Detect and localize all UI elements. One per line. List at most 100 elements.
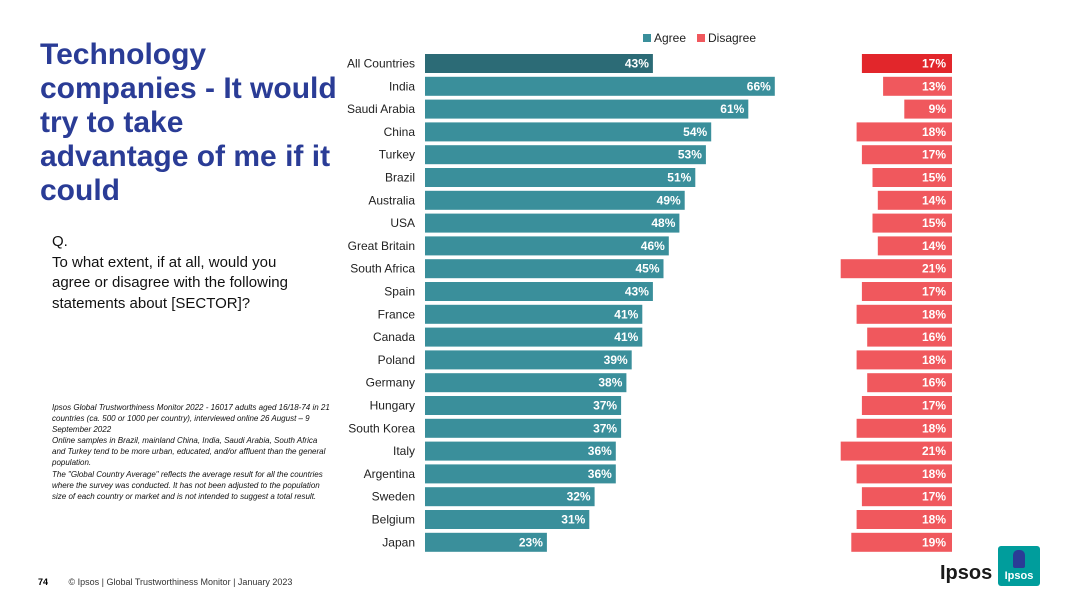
agree-bar: [425, 510, 590, 529]
footer-text: © Ipsos | Global Trustworthiness Monitor…: [68, 577, 293, 587]
agree-bar: [425, 304, 643, 324]
agree-value-label: 37%: [593, 421, 617, 435]
disagree-bar: [872, 213, 952, 233]
disagree-value-label: 9%: [929, 102, 947, 116]
agree-bar: [425, 373, 627, 393]
disagree-bar: [856, 122, 952, 142]
disagree-bar: [877, 190, 952, 210]
legend-swatch-disagree: [697, 34, 705, 42]
slide-title: Technology companies - It would try to t…: [40, 38, 337, 207]
disagree-bar: [867, 327, 952, 347]
disagree-value-label: 15%: [922, 216, 946, 230]
disagree-value-label: 17%: [922, 399, 946, 413]
category-label: South Korea: [348, 421, 415, 435]
disagree-bar: [856, 510, 952, 529]
disagree-bar: [883, 76, 952, 96]
disagree-value-label: 21%: [922, 262, 946, 276]
agree-value-label: 36%: [588, 467, 612, 481]
disagree-value-label: 19%: [922, 535, 946, 549]
disagree-value-label: 17%: [922, 285, 946, 299]
agree-value-label: 43%: [625, 285, 649, 299]
disagree-bar: [861, 396, 952, 415]
disagree-bar: [851, 532, 952, 552]
agree-value-label: 39%: [604, 353, 628, 367]
agree-value-label: 66%: [747, 79, 771, 93]
disagree-bar: [861, 54, 952, 73]
disagree-value-label: 21%: [922, 444, 946, 458]
category-label: Hungary: [370, 399, 415, 413]
category-label: USA: [390, 216, 415, 230]
agree-bar: [425, 418, 622, 438]
category-label: Poland: [378, 353, 415, 367]
note-sample: Ipsos Global Trustworthiness Monitor 202…: [52, 403, 330, 435]
question-text: To what extent, if at all, would you agr…: [52, 253, 288, 312]
category-label: India: [389, 79, 415, 93]
agree-bar: [425, 99, 749, 119]
agree-bar: [425, 236, 669, 256]
note-online: Online samples in Brazil, mainland China…: [52, 436, 326, 468]
disagree-bar: [840, 259, 952, 279]
category-label: Argentina: [364, 467, 416, 481]
disagree-bar: [856, 464, 952, 484]
category-label: Spain: [384, 285, 415, 299]
disagree-value-label: 18%: [922, 467, 946, 481]
agree-bar: [425, 487, 595, 507]
disagree-bar: [856, 350, 952, 370]
agree-bar: [425, 396, 622, 415]
disagree-value-label: 14%: [922, 193, 946, 207]
agree-value-label: 41%: [614, 330, 638, 344]
agree-bar: [425, 259, 664, 279]
category-label: Sweden: [372, 490, 415, 504]
agree-value-label: 61%: [720, 102, 744, 116]
category-label: Australia: [368, 193, 415, 207]
legend-label-disagree: Disagree: [708, 31, 756, 45]
disagree-value-label: 18%: [922, 307, 946, 321]
agree-bar: [425, 76, 775, 96]
agree-bar: [425, 441, 616, 461]
agree-bar: [425, 282, 653, 301]
category-label: Italy: [393, 444, 415, 458]
disagree-bar: [867, 373, 952, 393]
agree-bar: [425, 464, 616, 484]
disagree-value-label: 15%: [922, 171, 946, 185]
agree-bar: [425, 54, 653, 73]
disagree-bar: [861, 145, 952, 165]
agree-value-label: 46%: [641, 239, 665, 253]
disagree-value-label: 18%: [922, 125, 946, 139]
disagree-bar: [840, 441, 952, 461]
disagree-bar: [856, 304, 952, 324]
logo-box-text: Ipsos: [1004, 570, 1034, 582]
agree-value-label: 54%: [683, 125, 707, 139]
category-label: Germany: [366, 376, 415, 390]
agree-bar: [425, 532, 547, 552]
category-label: Turkey: [379, 148, 415, 162]
category-label: France: [378, 307, 416, 321]
category-label: Great Britain: [348, 239, 415, 253]
agree-value-label: 31%: [561, 513, 585, 527]
category-label: Belgium: [372, 513, 415, 527]
agree-value-label: 37%: [593, 399, 617, 413]
disagree-bar: [872, 168, 952, 187]
category-label: South Africa: [350, 262, 415, 276]
disagree-value-label: 16%: [922, 376, 946, 390]
category-label: Brazil: [385, 171, 415, 185]
methodology-notes: Ipsos Global Trustworthiness Monitor 202…: [52, 402, 332, 502]
survey-question: Q. To what extent, if at all, would you …: [52, 232, 292, 314]
disagree-value-label: 17%: [922, 57, 946, 71]
category-label: Japan: [382, 535, 415, 549]
agree-value-label: 38%: [598, 376, 622, 390]
disagree-value-label: 18%: [922, 353, 946, 367]
disagree-value-label: 16%: [922, 330, 946, 344]
agree-value-label: 32%: [567, 490, 591, 504]
agree-value-label: 41%: [614, 307, 638, 321]
legend-swatch-agree: [643, 34, 651, 42]
question-label: Q.: [52, 233, 68, 250]
agree-bar: [425, 122, 712, 142]
agree-value-label: 23%: [519, 535, 543, 549]
disagree-bar: [861, 487, 952, 507]
disagree-bar: [861, 282, 952, 301]
agree-bar: [425, 350, 632, 370]
page-number: 74: [38, 577, 49, 587]
disagree-bar: [856, 418, 952, 438]
